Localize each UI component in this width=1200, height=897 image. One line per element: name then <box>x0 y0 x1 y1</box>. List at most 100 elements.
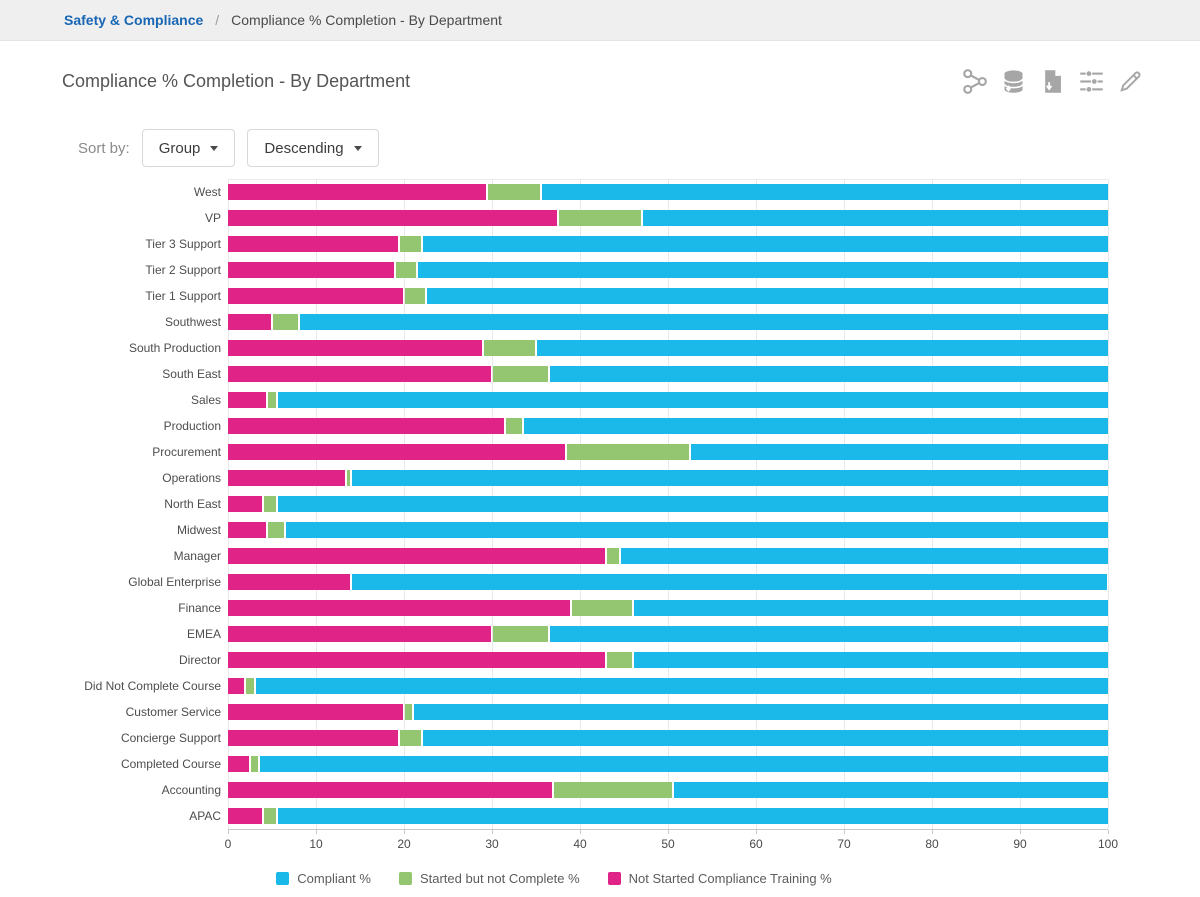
chevron-down-icon <box>353 145 362 151</box>
bar-segment-started-not-complete[interactable] <box>263 808 276 824</box>
bar-segment-started-not-complete[interactable] <box>492 626 549 642</box>
bar-segment-started-not-complete[interactable] <box>263 496 276 512</box>
bar-segment-not-started[interactable] <box>228 782 553 798</box>
bar-segment-not-started[interactable] <box>228 730 399 746</box>
bar-segment-not-started[interactable] <box>228 600 570 616</box>
bar-segment-not-started[interactable] <box>228 522 267 538</box>
bar-segment-not-started[interactable] <box>228 444 566 460</box>
bar-segment-not-started[interactable] <box>228 314 271 330</box>
sort-direction-dropdown[interactable]: Descending <box>247 129 379 167</box>
bar-segment-started-not-complete[interactable] <box>395 262 417 278</box>
bar-segment-not-started[interactable] <box>228 392 267 408</box>
bar-segment-started-not-complete[interactable] <box>268 522 285 538</box>
bar-segment-compliant[interactable] <box>541 184 1108 200</box>
bar-segment-started-not-complete[interactable] <box>567 444 690 460</box>
bar-segment-not-started[interactable] <box>228 184 487 200</box>
bar-segment-not-started[interactable] <box>228 678 245 694</box>
bar-segment-compliant[interactable] <box>427 288 1108 304</box>
bar-segment-not-started[interactable] <box>228 548 605 564</box>
x-tick-label: 80 <box>925 837 939 851</box>
file-export-icon[interactable] <box>1038 67 1066 95</box>
stacked-bar-chart: West VP Tier 3 Support Tier 2 Support Ti… <box>0 179 1118 886</box>
bar-segment-compliant[interactable] <box>277 496 1108 512</box>
bar-segment-not-started[interactable] <box>228 210 557 226</box>
bar-segment-started-not-complete[interactable] <box>571 600 632 616</box>
bar-segment-started-not-complete[interactable] <box>483 340 536 356</box>
bar-segment-compliant[interactable] <box>277 808 1108 824</box>
bar-segment-not-started[interactable] <box>228 340 482 356</box>
bar-segment-started-not-complete[interactable] <box>400 236 421 252</box>
bar-segment-started-not-complete[interactable] <box>607 652 632 668</box>
database-export-icon[interactable] <box>999 67 1027 95</box>
bar-segment-started-not-complete[interactable] <box>347 470 351 486</box>
bar-segment-not-started[interactable] <box>228 366 491 382</box>
bar-segment-compliant[interactable] <box>523 418 1108 434</box>
sort-controls: Sort by: Group Descending <box>78 129 1200 167</box>
bar-segment-not-started[interactable] <box>228 288 403 304</box>
bar-segment-compliant[interactable] <box>537 340 1108 356</box>
category-label: North East <box>164 497 221 511</box>
bar-segment-compliant[interactable] <box>277 392 1108 408</box>
bar-segment-started-not-complete[interactable] <box>554 782 672 798</box>
bar-segment-compliant[interactable] <box>418 262 1108 278</box>
bar-segment-compliant[interactable] <box>299 314 1108 330</box>
bar-segment-started-not-complete[interactable] <box>404 704 412 720</box>
bar-segment-compliant[interactable] <box>352 470 1108 486</box>
bar-segment-started-not-complete[interactable] <box>505 418 522 434</box>
bar-segment-started-not-complete[interactable] <box>404 288 426 304</box>
bar-segment-started-not-complete[interactable] <box>488 184 540 200</box>
share-icon[interactable] <box>960 67 988 95</box>
edit-pencil-icon[interactable] <box>1116 67 1144 95</box>
category-label: Tier 3 Support <box>145 237 221 251</box>
bar-segment-not-started[interactable] <box>228 496 262 512</box>
legend-swatch <box>398 872 412 885</box>
bar-segment-not-started[interactable] <box>228 470 346 486</box>
bar-track <box>228 600 1108 616</box>
breadcrumb-link-safety-compliance[interactable]: Safety & Compliance <box>64 12 204 28</box>
bar-segment-compliant[interactable] <box>691 444 1108 460</box>
chart-row: Customer Service <box>0 699 1108 725</box>
bar-segment-not-started[interactable] <box>228 418 504 434</box>
bar-segment-compliant[interactable] <box>413 704 1108 720</box>
category-label: APAC <box>189 809 221 823</box>
bar-segment-started-not-complete[interactable] <box>492 366 549 382</box>
bar-segment-compliant[interactable] <box>422 236 1108 252</box>
bar-segment-started-not-complete[interactable] <box>250 756 258 772</box>
bar-segment-not-started[interactable] <box>228 652 605 668</box>
x-axis-tick <box>1020 830 1021 834</box>
bar-segment-started-not-complete[interactable] <box>558 210 641 226</box>
sort-field-dropdown[interactable]: Group <box>141 129 236 167</box>
bar-track <box>228 314 1108 330</box>
bar-segment-not-started[interactable] <box>228 262 394 278</box>
bar-segment-compliant[interactable] <box>633 600 1108 616</box>
legend-swatch <box>607 872 621 885</box>
bar-segment-not-started[interactable] <box>228 574 350 590</box>
bar-track <box>228 574 1108 590</box>
bar-track <box>228 340 1108 356</box>
bar-segment-started-not-complete[interactable] <box>272 314 298 330</box>
filter-sliders-icon[interactable] <box>1077 67 1105 95</box>
bar-segment-not-started[interactable] <box>228 236 399 252</box>
x-tick-label: 40 <box>573 837 587 851</box>
bar-segment-compliant[interactable] <box>255 678 1108 694</box>
bar-segment-not-started[interactable] <box>228 626 491 642</box>
bar-segment-compliant[interactable] <box>286 522 1108 538</box>
bar-segment-not-started[interactable] <box>228 704 403 720</box>
bar-segment-started-not-complete[interactable] <box>246 678 254 694</box>
bar-segment-compliant[interactable] <box>259 756 1108 772</box>
bar-segment-compliant[interactable] <box>642 210 1108 226</box>
bar-segment-compliant[interactable] <box>351 574 1108 590</box>
bar-segment-compliant[interactable] <box>550 626 1108 642</box>
bar-segment-started-not-complete[interactable] <box>400 730 421 746</box>
sort-by-label: Sort by: <box>78 139 130 157</box>
bar-segment-compliant[interactable] <box>634 652 1108 668</box>
bar-segment-compliant[interactable] <box>620 548 1108 564</box>
bar-segment-started-not-complete[interactable] <box>607 548 619 564</box>
bar-segment-compliant[interactable] <box>673 782 1108 798</box>
bar-segment-not-started[interactable] <box>228 756 249 772</box>
bar-segment-compliant[interactable] <box>422 730 1108 746</box>
category-label: Sales <box>190 393 221 407</box>
bar-segment-compliant[interactable] <box>550 366 1108 382</box>
bar-segment-not-started[interactable] <box>228 808 262 824</box>
bar-segment-started-not-complete[interactable] <box>268 392 276 408</box>
